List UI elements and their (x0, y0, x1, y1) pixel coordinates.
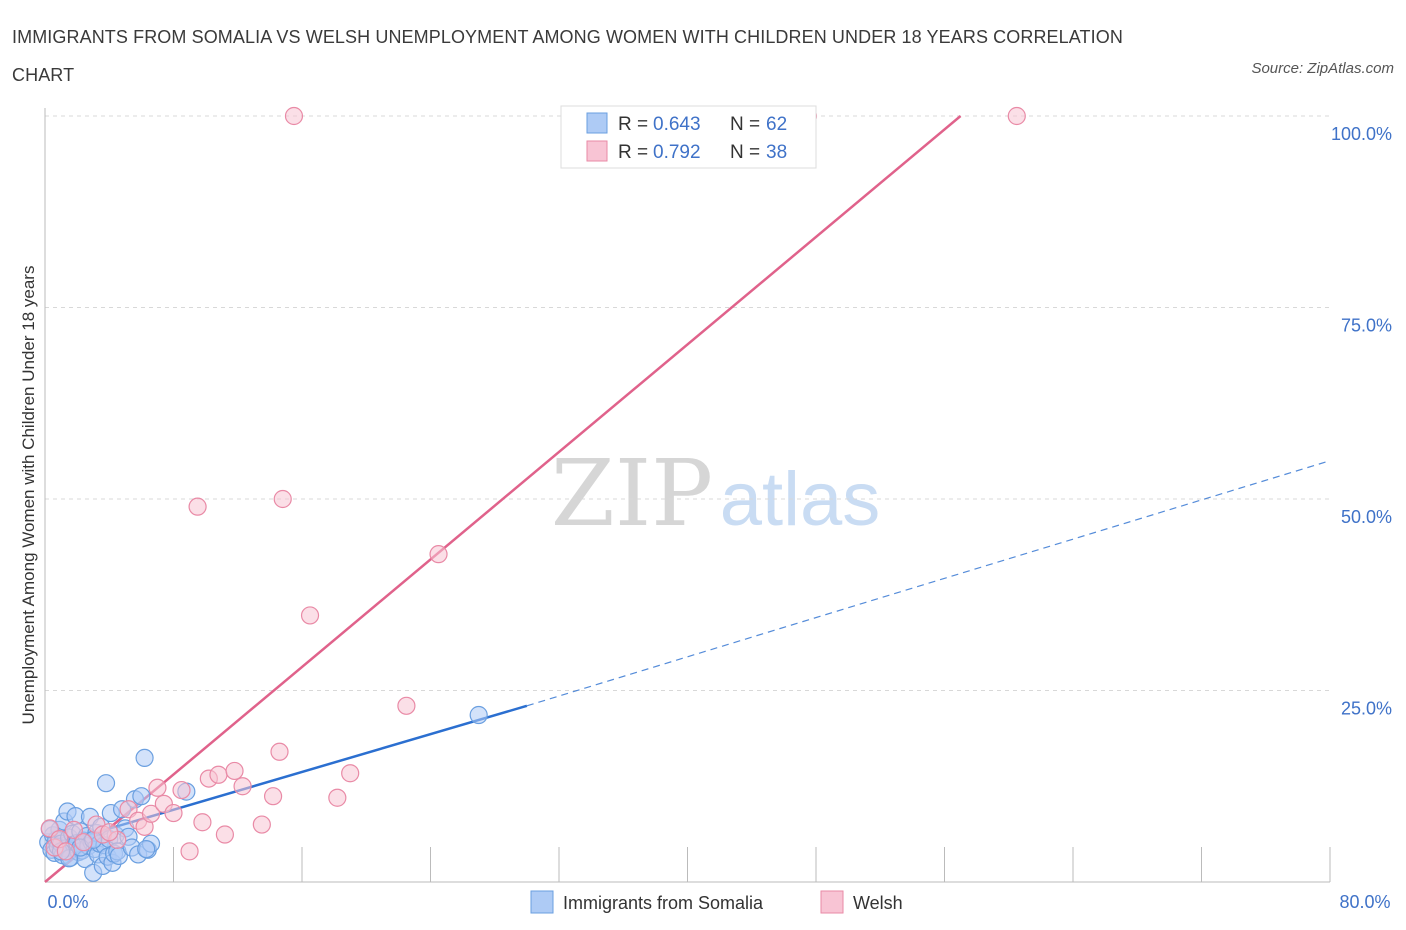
welsh-point (164, 803, 183, 823)
stats-legend: R = 0.643 N = 62 R = 0.792 N = 38 (560, 105, 817, 169)
stats-r-value-pink: 0.792 (653, 142, 701, 163)
welsh-point (209, 765, 228, 784)
welsh-point (215, 825, 234, 844)
legend-swatch-somalia (530, 890, 554, 914)
somalia-point (135, 748, 154, 768)
y-tick-label: 25.0% (1341, 699, 1392, 719)
grid (45, 115, 1330, 691)
welsh-point (341, 764, 360, 783)
stats-r-value-blue: 0.643 (653, 114, 701, 135)
legend-label-welsh: Welsh (853, 893, 903, 913)
series-legend: Immigrants from Somalia Welsh (530, 890, 903, 914)
welsh-point (141, 804, 161, 823)
welsh-point (74, 833, 93, 852)
x-tick-label-max: 80.0% (1339, 892, 1390, 912)
somalia-point (469, 705, 488, 725)
welsh-point (180, 842, 199, 861)
welsh-point (284, 106, 304, 126)
welsh-point (252, 815, 271, 834)
stats-n-value-pink: 38 (766, 142, 787, 163)
y-tick-labels: 25.0% 50.0% 75.0% 100.0% (1331, 124, 1392, 719)
watermark-zip: ZIP (551, 440, 713, 547)
somalia-point (96, 774, 116, 793)
welsh-point (1007, 106, 1026, 126)
welsh-point (100, 823, 119, 842)
welsh-point (270, 742, 289, 761)
welsh-point (148, 778, 167, 797)
stats-n-value-blue: 62 (766, 114, 787, 135)
welsh-trend-line (44, 115, 962, 883)
x-tick-label-min: 0.0% (47, 892, 88, 912)
chart-title: IMMIGRANTS FROM SOMALIA VS WELSH UNEMPLO… (12, 27, 1123, 85)
stats-legend-swatch-blue (586, 112, 608, 134)
data-points (39, 106, 1026, 882)
y-tick-label: 100.0% (1331, 124, 1392, 144)
welsh-point (273, 489, 292, 509)
welsh-point (328, 788, 347, 807)
y-tick-label: 50.0% (1341, 507, 1392, 527)
welsh-point (397, 696, 416, 715)
legend-swatch-welsh (820, 890, 844, 914)
somalia-point (137, 839, 156, 859)
stats-n-label-blue: N = (730, 114, 760, 135)
welsh-point (225, 761, 244, 781)
welsh-point (172, 780, 191, 800)
y-axis-label: Unemployment Among Women with Children U… (19, 266, 38, 725)
welsh-point (193, 813, 212, 832)
welsh-point (263, 787, 283, 806)
welsh-point (56, 842, 75, 861)
y-tick-label: 75.0% (1341, 316, 1392, 336)
stats-r-label-pink: R = (618, 142, 648, 163)
welsh-point (429, 545, 448, 564)
somalia-point (132, 787, 151, 806)
stats-r-label-blue: R = (618, 114, 648, 135)
axes (44, 108, 1331, 883)
welsh-point (188, 497, 207, 516)
welsh-point (64, 820, 84, 840)
source-label: Source: ZipAtlas.com (1251, 60, 1394, 77)
stats-legend-swatch-pink (586, 140, 608, 162)
welsh-point (300, 606, 320, 625)
welsh-point (233, 777, 252, 796)
somalia-trend-extension (526, 460, 1331, 707)
legend-label-somalia: Immigrants from Somalia (563, 893, 764, 913)
stats-n-label-pink: N = (730, 142, 760, 163)
